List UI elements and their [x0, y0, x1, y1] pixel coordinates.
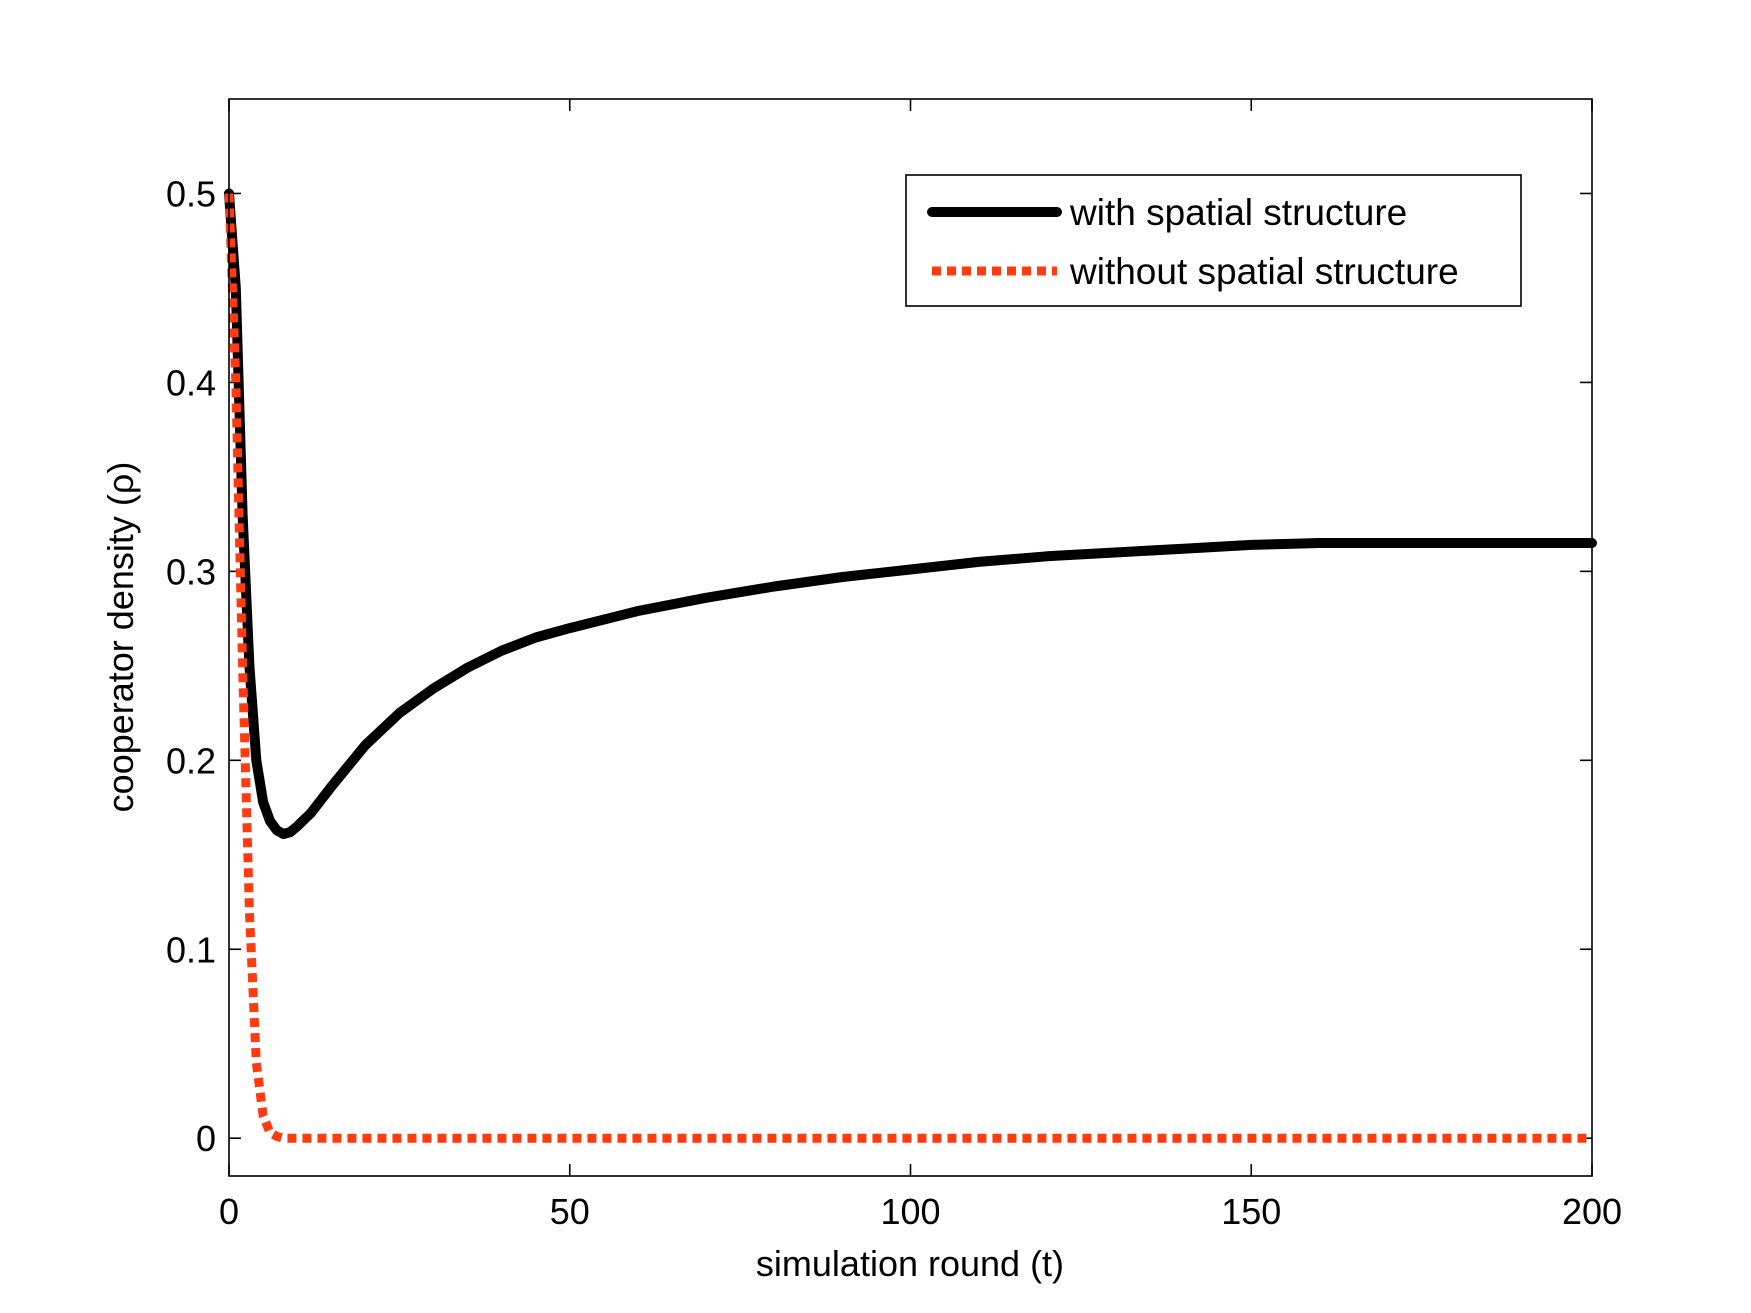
y-tick-label: 0.1 [166, 929, 216, 970]
legend-entry-without-spatial: without spatial structure [1069, 251, 1459, 292]
legend-box [905, 174, 1522, 307]
series-line-without-spatial [224, 193, 1592, 1143]
x-axis-label: simulation round (t) [756, 1243, 1064, 1284]
series-lines [224, 188, 1597, 1143]
y-tick-label: 0.3 [166, 551, 216, 592]
legend: with spatial structure without spatial s… [905, 174, 1522, 307]
x-tick-label: 50 [550, 1191, 590, 1232]
x-tick-label: 150 [1221, 1191, 1281, 1232]
x-tick-label: 100 [880, 1191, 940, 1232]
plot-frame [228, 98, 1593, 1177]
series-line-with-spatial [224, 188, 1597, 839]
y-axis-label: cooperator density (ρ) [100, 462, 141, 813]
y-tick-label: 0.5 [166, 173, 216, 214]
x-tick-label: 200 [1562, 1191, 1622, 1232]
y-tick-label: 0 [196, 1118, 216, 1159]
x-tick-label: 0 [219, 1191, 239, 1232]
y-tick-label: 0.2 [166, 740, 216, 781]
tick-labels: 0 50 100 150 200 0 0.1 0.2 0.3 0.4 0.5 [166, 173, 1622, 1232]
y-tick-label: 0.4 [166, 362, 216, 403]
legend-entry-with-spatial: with spatial structure [1069, 192, 1407, 233]
